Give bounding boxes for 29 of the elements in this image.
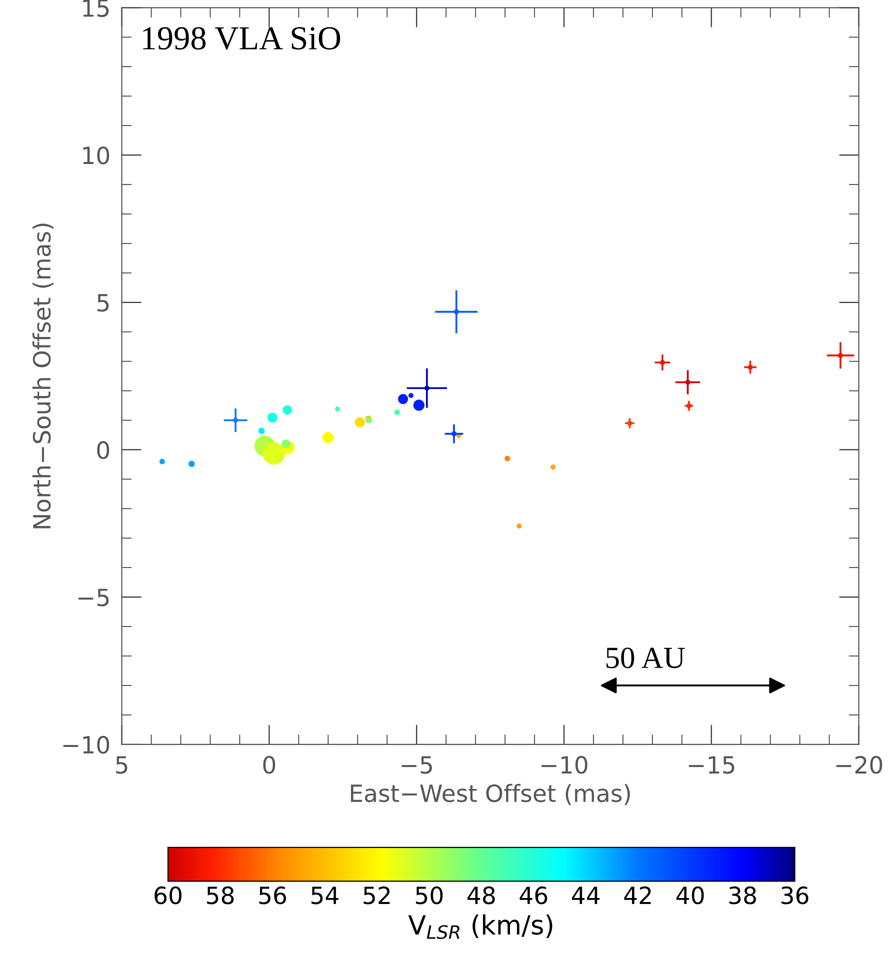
y-tick-label: 5: [97, 294, 109, 312]
x-tick-label: −15: [688, 756, 734, 774]
color-bar-label: 44: [572, 886, 600, 904]
x-tick-label: −5: [402, 756, 432, 774]
color-bar-label: 56: [259, 886, 286, 904]
y-tick-label: 10: [83, 146, 110, 164]
x-tick-label: −10: [542, 756, 588, 774]
color-bar-label: 48: [468, 886, 495, 904]
y-tick-label: −5: [78, 588, 109, 606]
color-bar-title: V$_{LSR}$ (km/s): [408, 914, 552, 940]
x-tick-label: −20: [836, 756, 882, 774]
x-tick-label: 5: [116, 756, 128, 774]
color-bar-label: 52: [364, 886, 390, 904]
color-bar-label: 50: [416, 886, 443, 904]
color-bar-label: 58: [207, 886, 234, 904]
x-axis-title: East−West Offset (mas): [350, 784, 630, 805]
color-bar-label: 46: [520, 886, 548, 904]
x-tick-label: 0: [263, 756, 276, 774]
color-bar-label: 38: [729, 886, 756, 904]
annotation: 1998 VLA SiO: [143, 27, 340, 50]
color-bar-label: 42: [624, 886, 651, 904]
color-bar-label: 54: [312, 886, 338, 904]
y-axis-title: North−South Offset (mas): [32, 224, 54, 528]
annotation: 50 AU: [606, 648, 685, 668]
color-bar-label: 40: [676, 886, 704, 904]
y-tick-label: 0: [97, 441, 110, 460]
color-bar-label: 60: [154, 886, 182, 904]
y-tick-label: −10: [63, 736, 110, 754]
color-bar-label: 36: [782, 886, 808, 904]
